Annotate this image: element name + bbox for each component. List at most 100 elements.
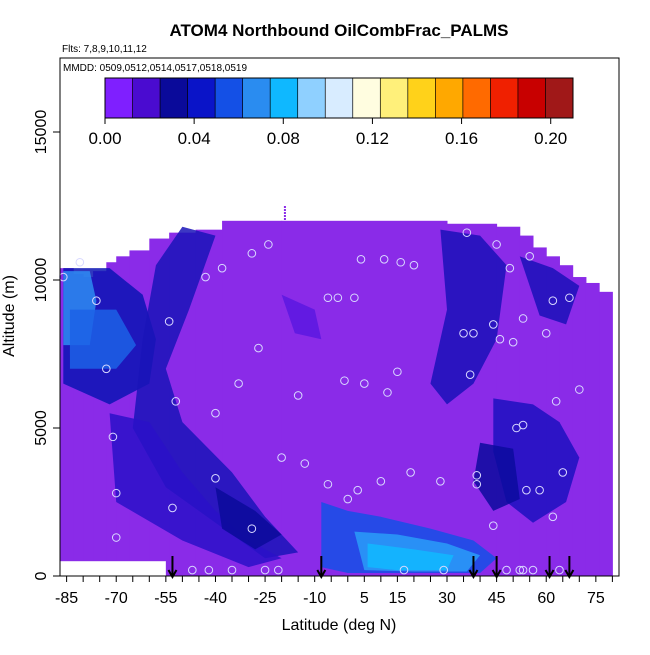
sample-point (300, 459, 310, 468)
colorbar-swatch (132, 78, 161, 118)
sample-point (260, 565, 270, 575)
sample-point (204, 565, 214, 575)
sample-point (548, 296, 558, 306)
x-tick-label: 75 (587, 590, 605, 607)
colorbar-tick-label: 0.20 (534, 129, 567, 148)
sample-point (393, 367, 402, 377)
colorbar-swatch (105, 78, 133, 118)
sample-point (264, 240, 273, 249)
colorbar-tick-label: 0.00 (88, 129, 121, 148)
field-column (585, 282, 600, 576)
sample-point (343, 494, 353, 504)
field-column (572, 277, 587, 576)
sample-point (227, 565, 237, 575)
profile-arrow-head (564, 569, 575, 580)
sample-point (551, 397, 561, 406)
sample-point (515, 565, 525, 575)
field-feature (519, 256, 580, 325)
sample-point (188, 565, 197, 575)
x-tick-label: -10 (303, 590, 326, 607)
sample-point (379, 254, 389, 264)
colorbar-swatch (160, 78, 188, 118)
sample-point (247, 524, 257, 533)
profile-arrow-head (468, 569, 479, 580)
sample-point (439, 565, 448, 575)
x-tick-label: 60 (537, 590, 555, 607)
x-tick-label: 5 (360, 590, 369, 607)
sample-point (293, 391, 303, 400)
colorbar-swatch (380, 78, 409, 118)
sample-point (465, 370, 475, 380)
dates-label: MMDD: 0509,0512,0514,0517,0518,0519 (63, 63, 247, 74)
x-tick-label: 30 (438, 590, 456, 607)
colorbar: 0.00 0.04 0.08 0.12 0.16 0.20 (88, 77, 574, 148)
colorbar-swatch (545, 78, 574, 118)
sample-point (472, 479, 482, 489)
field-feature (215, 487, 282, 550)
colorbar-swatch (242, 78, 271, 118)
sample-point (340, 376, 349, 385)
y-axis: 0 5000 10000 15000 (33, 110, 60, 580)
field-gap (60, 561, 166, 576)
profile-arrow-head (316, 569, 327, 580)
field-feature (69, 309, 137, 369)
sample-point (518, 565, 528, 575)
sample-point (492, 240, 501, 249)
field-feature (430, 229, 507, 405)
field-feature (367, 543, 454, 571)
field-column (83, 277, 94, 576)
sample-point (234, 379, 243, 388)
sample-point (555, 565, 564, 575)
sample-point (462, 228, 472, 237)
sample-point (376, 476, 386, 486)
field-column (73, 274, 84, 576)
sample-point (254, 343, 263, 353)
colorbar-tick-label: 0.04 (178, 129, 211, 148)
sample-point (383, 388, 392, 397)
sample-point (111, 533, 121, 542)
field-feature (281, 294, 322, 340)
sample-point (75, 257, 85, 267)
sample-point (535, 485, 544, 495)
sample-point (522, 485, 531, 495)
sample-point (211, 408, 220, 418)
colorbar-swatch (297, 78, 326, 118)
sample-point (108, 432, 118, 442)
sample-point (247, 249, 257, 258)
sample-point (518, 420, 528, 430)
sample-point (171, 397, 181, 406)
sample-point (505, 263, 515, 273)
sample-point (333, 293, 343, 303)
x-tick-label: -25 (254, 590, 277, 607)
sample-point (518, 314, 528, 323)
colorbar-frame (104, 77, 574, 119)
sample-point (274, 565, 283, 575)
chart-title: ATOM4 Northbound OilCombFrac_PALMS (169, 21, 508, 40)
sample-points (59, 228, 584, 575)
flights-label: Flts: 7,8,9,10,11,12 (62, 44, 147, 55)
x-tick-label: -70 (105, 590, 128, 607)
colorbar-swatch (435, 78, 464, 118)
sample-point (528, 565, 538, 575)
profile-arrow-head (167, 569, 178, 580)
x-axis: -85 -70 -55 -40 -25 -10 5 15 30 45 60 75 (55, 575, 619, 607)
y-tick-label: 0 (33, 571, 50, 580)
colorbar-swatch (352, 78, 381, 118)
colorbar-tick-label: 0.08 (267, 129, 300, 148)
sample-point (565, 293, 574, 303)
sample-point (217, 263, 227, 273)
sample-point (360, 379, 369, 388)
colorbar-tick-label: 0.16 (445, 129, 478, 148)
sample-point (575, 385, 584, 394)
colorbar-swatch (490, 78, 519, 118)
colorbar-swatch (462, 78, 491, 118)
sample-point (353, 485, 362, 495)
sample-point (409, 260, 419, 270)
field-feature (109, 413, 282, 568)
sample-point (399, 565, 409, 575)
sample-point (472, 471, 482, 480)
sample-point (406, 468, 415, 477)
colorbar-swatch (187, 78, 216, 118)
